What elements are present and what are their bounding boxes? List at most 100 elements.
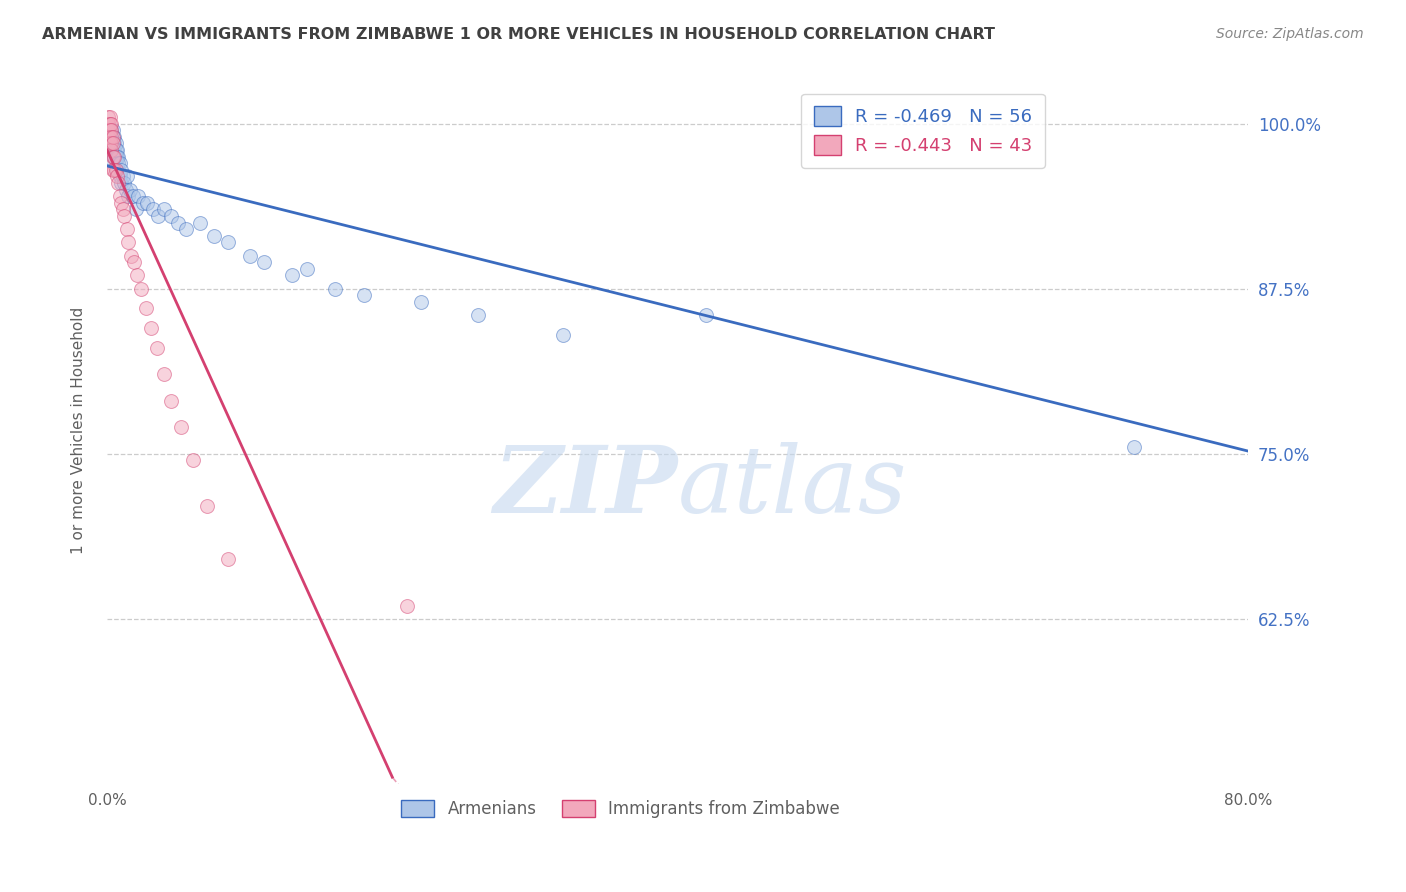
Point <box>118 183 141 197</box>
Point <box>101 129 124 144</box>
Point <box>100 123 122 137</box>
Point <box>153 368 176 382</box>
Point <box>111 202 134 217</box>
Point <box>103 143 125 157</box>
Point <box>202 228 225 243</box>
Point <box>107 176 129 190</box>
Point <box>112 209 135 223</box>
Point <box>100 117 122 131</box>
Point <box>104 143 127 157</box>
Point <box>281 268 304 283</box>
Point <box>174 222 197 236</box>
Point <box>100 136 122 151</box>
Text: Source: ZipAtlas.com: Source: ZipAtlas.com <box>1216 27 1364 41</box>
Point <box>148 209 170 223</box>
Point <box>467 308 489 322</box>
Point <box>97 129 120 144</box>
Point <box>100 136 122 151</box>
Point <box>111 169 134 184</box>
Point <box>101 162 124 177</box>
Point <box>105 162 128 177</box>
Point <box>100 143 122 157</box>
Point <box>104 150 127 164</box>
Point <box>97 150 120 164</box>
Point <box>129 282 152 296</box>
Point <box>105 150 128 164</box>
Point <box>127 189 149 203</box>
Point <box>98 136 121 151</box>
Point <box>217 552 239 566</box>
Point <box>239 249 262 263</box>
Text: ARMENIAN VS IMMIGRANTS FROM ZIMBABWE 1 OR MORE VEHICLES IN HOUSEHOLD CORRELATION: ARMENIAN VS IMMIGRANTS FROM ZIMBABWE 1 O… <box>42 27 995 42</box>
Point <box>103 150 125 164</box>
Point <box>110 195 132 210</box>
Point <box>167 216 190 230</box>
Point <box>1122 440 1144 454</box>
Point <box>353 288 375 302</box>
Point <box>103 150 125 164</box>
Point <box>101 123 124 137</box>
Point <box>101 150 124 164</box>
Point <box>117 189 139 203</box>
Point <box>181 453 204 467</box>
Point <box>114 183 136 197</box>
Point <box>122 255 145 269</box>
Point <box>112 176 135 190</box>
Point <box>146 341 169 355</box>
Point <box>110 176 132 190</box>
Point <box>295 261 318 276</box>
Point <box>108 156 131 170</box>
Y-axis label: 1 or more Vehicles in Household: 1 or more Vehicles in Household <box>72 307 86 554</box>
Point <box>132 195 155 210</box>
Point <box>160 393 183 408</box>
Point <box>98 129 121 144</box>
Point <box>553 327 575 342</box>
Point <box>253 255 276 269</box>
Point <box>100 129 122 144</box>
Legend: Armenians, Immigrants from Zimbabwe: Armenians, Immigrants from Zimbabwe <box>394 793 846 825</box>
Point <box>100 123 122 137</box>
Point <box>153 202 176 217</box>
Point <box>110 162 132 177</box>
Point <box>395 599 418 613</box>
Point <box>101 129 124 144</box>
Point <box>97 117 120 131</box>
Point <box>195 500 218 514</box>
Point <box>125 268 148 283</box>
Point <box>104 136 127 151</box>
Point <box>108 169 131 184</box>
Point <box>98 136 121 151</box>
Text: ZIP: ZIP <box>494 442 678 533</box>
Point <box>124 202 146 217</box>
Point <box>323 282 346 296</box>
Point <box>97 136 120 151</box>
Point <box>104 162 127 177</box>
Point <box>160 209 183 223</box>
Point <box>217 235 239 250</box>
Point <box>142 202 165 217</box>
Point <box>108 189 131 203</box>
Text: atlas: atlas <box>678 442 907 533</box>
Point <box>98 117 121 131</box>
Point <box>107 150 129 164</box>
Point <box>188 216 211 230</box>
Point <box>141 321 163 335</box>
Point <box>101 136 124 151</box>
Point <box>103 136 125 151</box>
Point <box>101 136 124 151</box>
Point <box>170 420 193 434</box>
Point <box>135 301 157 316</box>
Point <box>120 249 142 263</box>
Point <box>115 222 138 236</box>
Point <box>115 169 138 184</box>
Point <box>409 294 432 309</box>
Point <box>695 308 717 322</box>
Point <box>105 143 128 157</box>
Point <box>136 195 159 210</box>
Point <box>98 110 121 124</box>
Point <box>97 123 120 137</box>
Point <box>100 129 122 144</box>
Point <box>117 235 139 250</box>
Point <box>103 129 125 144</box>
Point <box>121 189 143 203</box>
